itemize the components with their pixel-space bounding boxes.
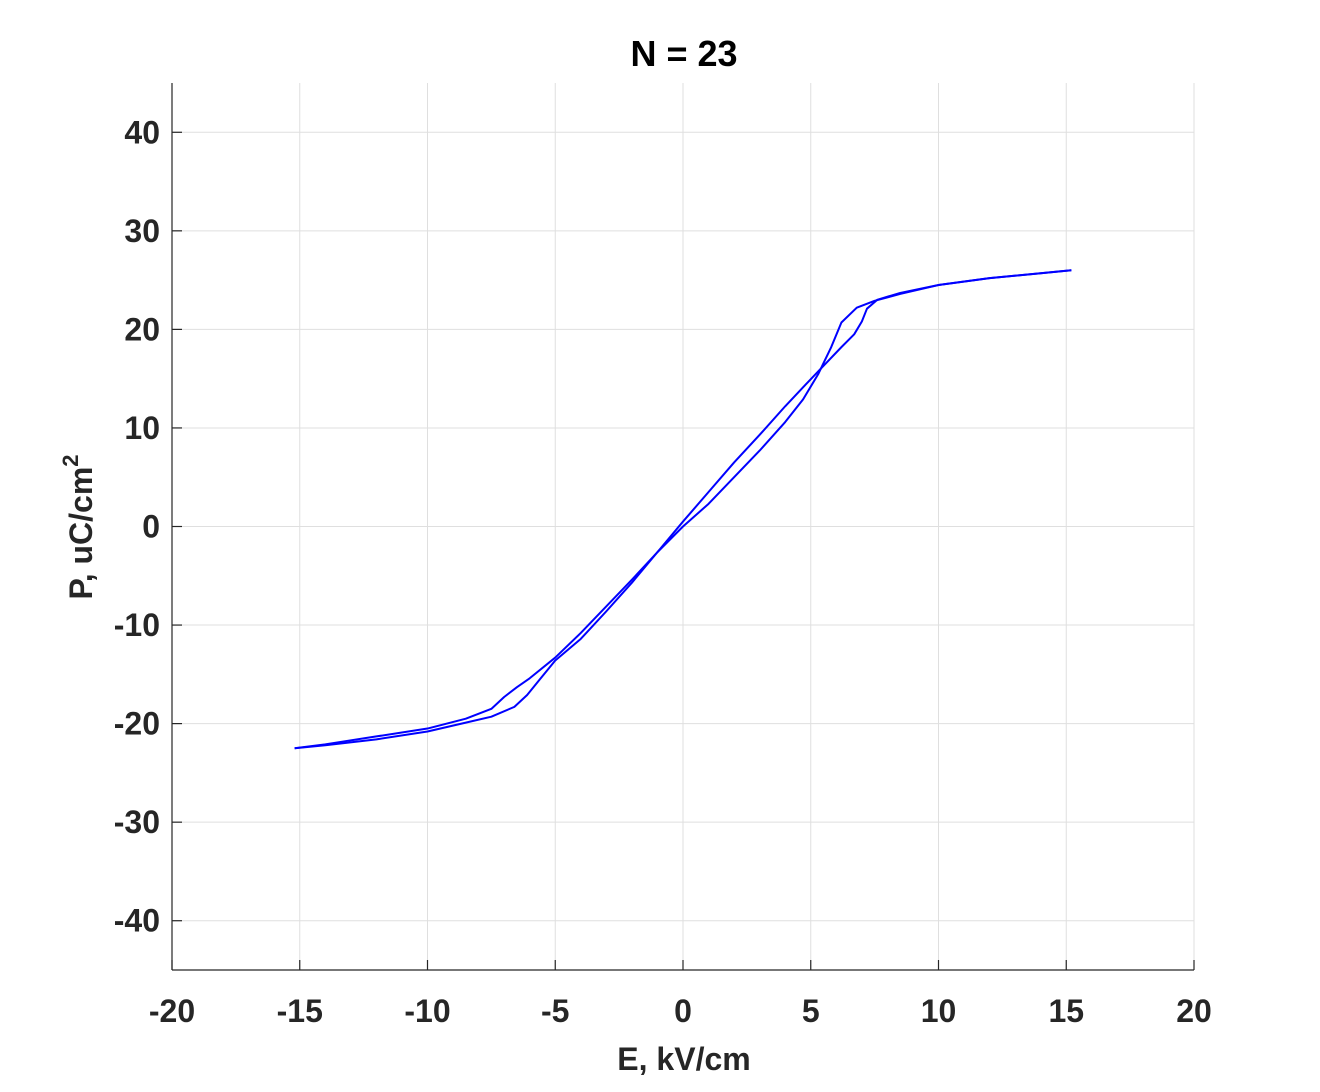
- y-tick-label: 0: [142, 509, 160, 545]
- x-tick-label: -20: [149, 993, 195, 1029]
- tick-labels: -20 -15 -10 -5 0 5 10 15 20 -40 -30 -20 -10 0 10 20 30 40: [114, 114, 1212, 1029]
- y-tick-label: -30: [114, 804, 160, 840]
- x-axis-label: E, kV/cm: [617, 1041, 750, 1077]
- x-tick-label: 10: [921, 993, 957, 1029]
- x-tick-label: 15: [1048, 993, 1084, 1029]
- y-tick-label: 40: [124, 114, 160, 150]
- x-tick-label: 5: [802, 993, 820, 1029]
- y-axis-label-text: P, uC/cm: [63, 467, 99, 600]
- y-axis-label-superscript: 2: [58, 454, 83, 466]
- y-tick-label: 10: [124, 410, 160, 446]
- x-tick-label: 20: [1176, 993, 1212, 1029]
- y-axis-label: P, uC/cm2: [58, 454, 99, 599]
- y-tick-label: 20: [124, 311, 160, 347]
- axes: [171, 83, 1195, 971]
- chart-title: N = 23: [630, 33, 737, 74]
- x-tick-label: -10: [404, 993, 450, 1029]
- series-line-1: [294, 269, 1072, 750]
- x-tick-label: -5: [541, 993, 569, 1029]
- y-tick-label: -10: [114, 607, 160, 643]
- x-tick-label: 0: [674, 993, 692, 1029]
- y-tick-label: 30: [124, 213, 160, 249]
- x-tick-label: -15: [277, 993, 323, 1029]
- y-tick-label: -40: [114, 903, 160, 939]
- y-tick-label: -20: [114, 706, 160, 742]
- plot-area: [294, 269, 1072, 750]
